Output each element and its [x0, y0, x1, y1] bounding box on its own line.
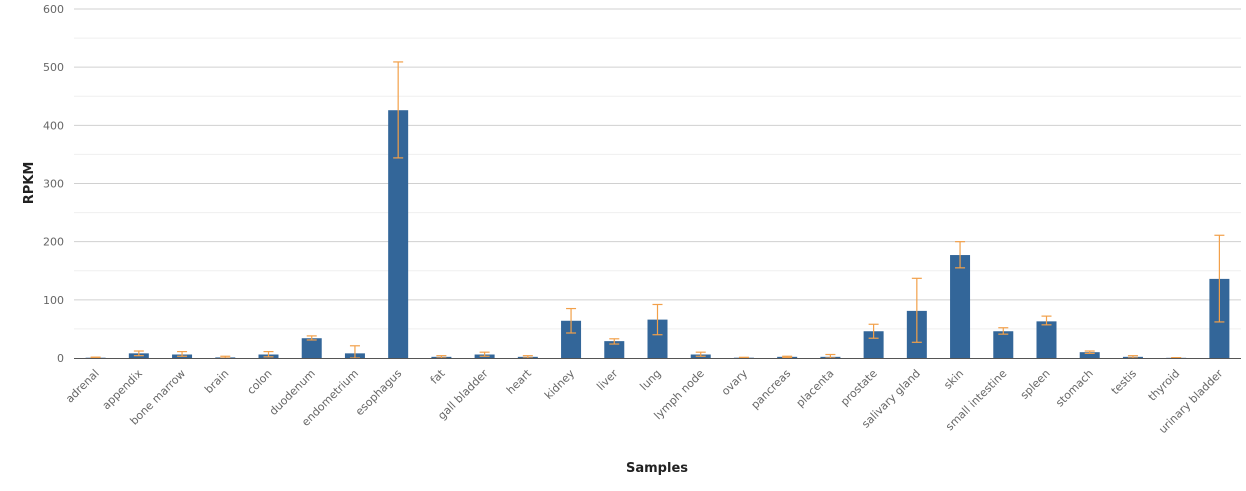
- x-tick-label: liver: [594, 367, 620, 393]
- y-tick-label: 100: [43, 294, 64, 307]
- x-tick-label: kidney: [542, 367, 577, 402]
- error-bar: [479, 351, 490, 357]
- x-tick-label: placenta: [794, 367, 837, 410]
- error-bar: [1214, 234, 1225, 323]
- error-bar: [133, 350, 144, 357]
- error-bars: [90, 61, 1225, 359]
- x-tick-label: stomach: [1053, 367, 1096, 410]
- error-bar: [177, 351, 188, 357]
- bar[interactable]: [301, 338, 322, 358]
- x-tick-label: esophagus: [353, 367, 405, 419]
- error-bar: [220, 355, 231, 359]
- x-tick-label: spleen: [1018, 367, 1053, 402]
- y-tick-label: 300: [43, 178, 64, 191]
- error-bar: [609, 338, 620, 345]
- error-bar: [825, 353, 836, 359]
- x-tick-label: heart: [504, 366, 534, 396]
- y-tick-label: 0: [57, 352, 64, 365]
- bar[interactable]: [561, 320, 582, 358]
- error-bar: [306, 335, 317, 341]
- x-tick-label: skin: [941, 367, 966, 392]
- bar[interactable]: [950, 255, 971, 358]
- error-bar: [955, 241, 966, 269]
- x-tick-label: appendix: [100, 367, 146, 413]
- x-tick-label: colon: [245, 367, 275, 397]
- error-bar: [652, 303, 663, 336]
- error-bar: [1084, 350, 1095, 354]
- x-tick-label: pancreas: [749, 367, 794, 412]
- error-bar: [695, 351, 706, 357]
- error-bar: [1041, 315, 1052, 326]
- error-bar: [868, 323, 879, 339]
- bar[interactable]: [1079, 352, 1100, 358]
- bar[interactable]: [1036, 321, 1057, 358]
- y-tick-label: 500: [43, 61, 64, 74]
- bar[interactable]: [993, 331, 1014, 358]
- x-tick-label: brain: [202, 367, 231, 396]
- x-tick-label: thyroid: [1146, 367, 1183, 404]
- error-bar: [911, 277, 922, 343]
- error-bar: [998, 327, 1009, 335]
- x-tick-label: adrenal: [63, 367, 102, 406]
- x-tick-label: ovary: [719, 367, 750, 398]
- grid-lines: [74, 8, 1241, 330]
- x-tick-label: testis: [1109, 367, 1140, 398]
- error-bar: [566, 307, 577, 334]
- error-bar: [90, 356, 101, 359]
- error-bar: [782, 355, 793, 359]
- x-tick-label: lung: [637, 367, 663, 393]
- bar[interactable]: [647, 319, 668, 358]
- y-tick-label: 400: [43, 119, 64, 132]
- x-tick-label: prostate: [838, 367, 880, 409]
- x-axis-title: Samples: [626, 461, 688, 476]
- x-tick-label: fat: [428, 366, 448, 386]
- error-bar: [738, 356, 749, 359]
- y-tick-label: 200: [43, 236, 64, 249]
- y-axis-ticks: 0 100 200 300 400 500 600: [43, 3, 64, 365]
- error-bar: [263, 351, 274, 358]
- error-bar: [393, 61, 404, 159]
- bar[interactable]: [604, 341, 625, 358]
- bar[interactable]: [388, 110, 409, 359]
- y-axis-title: RPKM: [22, 162, 37, 205]
- y-tick-label: 600: [43, 3, 64, 16]
